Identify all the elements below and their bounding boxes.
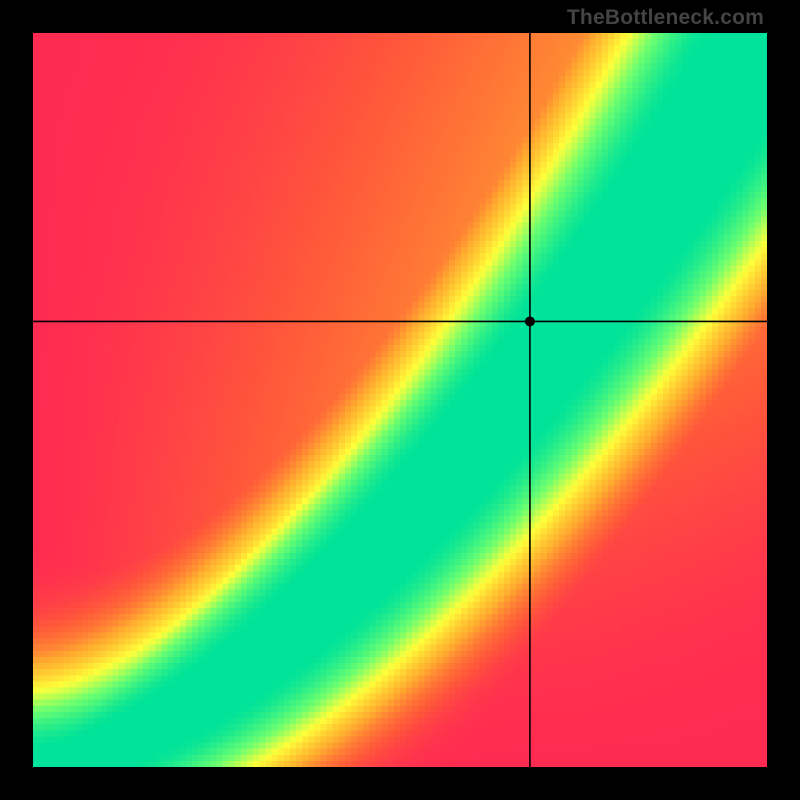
chart-container: { "watermark": { "text": "TheBottleneck.… [0, 0, 800, 800]
bottleneck-heatmap [33, 33, 767, 767]
watermark-text: TheBottleneck.com [567, 6, 764, 30]
